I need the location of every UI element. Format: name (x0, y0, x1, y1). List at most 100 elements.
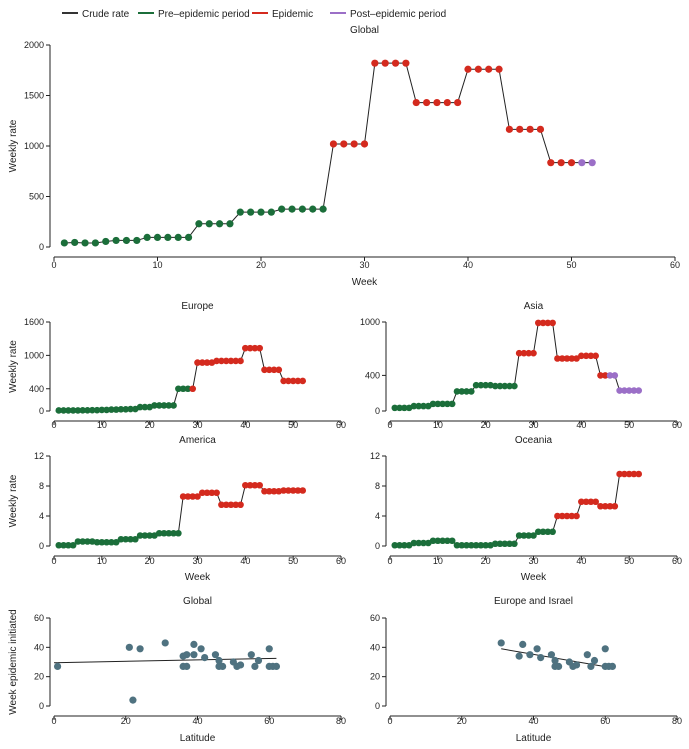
x-tick-label: 60 (670, 260, 680, 270)
data-point-epi (270, 366, 278, 374)
data-point-epi (616, 470, 623, 478)
data-point-epi (256, 481, 263, 489)
data-point-pre (468, 541, 475, 549)
chart-asia: Asia 0 10 20 30 40 50 60 0 400 1000 (360, 301, 682, 430)
data-point-pre (74, 538, 82, 545)
data-point-epi (261, 487, 268, 495)
x-tick-label: 60 (336, 556, 346, 566)
data-point-epi (544, 319, 552, 327)
x-tick-label: 30 (192, 556, 202, 566)
data-point-pre (153, 233, 162, 242)
data-point-pre (112, 538, 120, 546)
y-tick-label: 4 (375, 511, 380, 521)
data-point-epi (340, 140, 348, 148)
data-point-pre (420, 402, 427, 410)
data-point-post (630, 387, 638, 394)
data-point-pre (102, 237, 110, 246)
data-point-pre (174, 233, 182, 242)
x-tick-label: 80 (672, 716, 682, 726)
data-point-epi (203, 489, 211, 497)
data-point-epi (329, 140, 338, 148)
data-point-pre (160, 529, 168, 537)
fit-line (53, 657, 277, 664)
scatter-point (183, 662, 191, 671)
x-tick-label: 10 (433, 556, 443, 566)
data-point-epi (371, 59, 379, 67)
x-tick-label: 0 (387, 420, 392, 430)
data-point-epi (534, 319, 542, 327)
y-axis-label: Weekly rate (8, 340, 19, 393)
scatter-point (161, 639, 169, 647)
y-tick-label: 500 (29, 192, 44, 202)
data-point-pre (122, 406, 130, 413)
data-point-pre (84, 407, 91, 414)
x-tick-label: 30 (528, 420, 538, 430)
data-point-pre (98, 406, 106, 414)
data-point-pre (506, 540, 513, 548)
legend-label: Epidemic (272, 9, 313, 20)
data-point-epi (402, 59, 410, 67)
data-point-epi (454, 98, 462, 107)
scatter-point (265, 645, 273, 653)
y-tick-label: 1600 (24, 317, 44, 327)
x-tick-label: 40 (576, 556, 586, 566)
data-point-epi (412, 98, 420, 107)
data-point-pre (205, 220, 213, 228)
data-point-epi (578, 498, 585, 506)
data-point-epi (189, 385, 197, 393)
data-point-epi (563, 512, 571, 520)
data-point-epi (554, 355, 561, 362)
x-tick-label: 20 (145, 556, 155, 566)
data-point-post (621, 387, 628, 394)
scatter-point (547, 651, 556, 659)
data-point-epi (635, 470, 643, 478)
y-tick-label: 40 (34, 642, 44, 652)
data-point-epi (611, 502, 619, 510)
x-tick-label: 0 (51, 716, 56, 726)
data-point-epi (567, 159, 576, 167)
data-point-epi (242, 481, 249, 489)
data-point-pre (155, 529, 163, 537)
data-point-pre (69, 407, 77, 414)
data-point-pre (491, 540, 499, 548)
data-point-epi (547, 159, 555, 167)
data-point-pre (501, 540, 509, 548)
data-point-pre (391, 404, 399, 412)
data-point-pre (434, 400, 442, 408)
data-point-pre (117, 535, 125, 543)
data-point-pre (448, 400, 456, 408)
data-point-pre (108, 538, 115, 546)
data-point-epi (232, 501, 240, 509)
data-point-epi (246, 344, 254, 352)
scatter-point (587, 662, 595, 671)
data-point-pre (141, 532, 149, 539)
data-point-pre (79, 538, 86, 545)
data-point-pre (309, 205, 317, 213)
data-point-epi (256, 344, 263, 352)
data-point-post (616, 387, 623, 394)
data-point-pre (491, 382, 499, 390)
scatter-point (537, 654, 545, 662)
data-point-epi (578, 352, 585, 360)
scatter-point (583, 651, 591, 659)
data-point-pre (444, 537, 451, 545)
data-point-epi (563, 355, 571, 362)
data-point-epi (242, 344, 249, 352)
y-tick-label: 12 (34, 451, 44, 461)
scatter-point (190, 640, 198, 649)
data-point-epi (443, 98, 451, 107)
data-point-pre (132, 535, 139, 543)
data-point-epi (194, 359, 201, 366)
scatter-point (201, 654, 209, 662)
data-point-pre (511, 382, 518, 390)
data-point-pre (103, 538, 110, 546)
chart-oceania: Oceania 0 10 20 30 40 50 60 Week 0 4 8 12 (370, 435, 682, 583)
y-tick-label: 2000 (24, 40, 44, 50)
scatter-point (236, 661, 245, 669)
data-point-pre (88, 406, 96, 414)
x-axis-label: Week (185, 572, 211, 583)
data-point-epi (582, 352, 590, 360)
scatter-point (219, 662, 227, 671)
data-point-pre (410, 402, 418, 410)
data-point-pre (122, 236, 131, 245)
